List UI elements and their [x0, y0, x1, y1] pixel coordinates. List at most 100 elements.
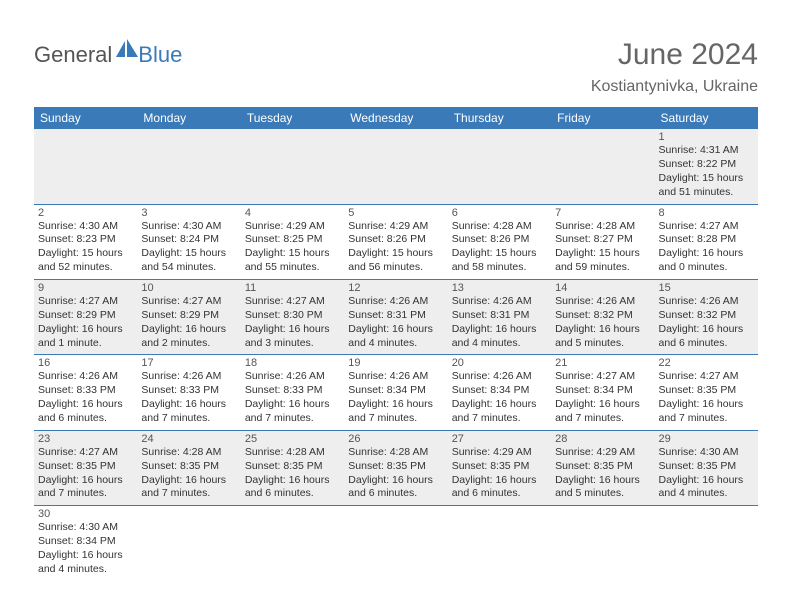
calendar-cell: 12Sunrise: 4:26 AMSunset: 8:31 PMDayligh…: [344, 279, 447, 354]
calendar-cell: 27Sunrise: 4:29 AMSunset: 8:35 PMDayligh…: [448, 430, 551, 505]
logo-sail-icon: [116, 39, 138, 60]
day-number: 12: [348, 282, 443, 294]
calendar-cell: 8Sunrise: 4:27 AMSunset: 8:28 PMDaylight…: [655, 204, 758, 279]
day-details: Sunrise: 4:27 AMSunset: 8:30 PMDaylight:…: [245, 295, 340, 350]
weekday-header: Thursday: [448, 107, 551, 129]
calendar-table: Sunday Monday Tuesday Wednesday Thursday…: [34, 107, 758, 581]
day-number: 24: [141, 433, 236, 445]
calendar-cell: [241, 129, 344, 204]
day-details: Sunrise: 4:26 AMSunset: 8:33 PMDaylight:…: [141, 370, 236, 425]
day-number: 26: [348, 433, 443, 445]
day-number: 27: [452, 433, 547, 445]
day-details: Sunrise: 4:30 AMSunset: 8:23 PMDaylight:…: [38, 220, 133, 275]
calendar-cell: [241, 506, 344, 581]
calendar-cell: 17Sunrise: 4:26 AMSunset: 8:33 PMDayligh…: [137, 355, 240, 430]
day-details: Sunrise: 4:27 AMSunset: 8:35 PMDaylight:…: [38, 446, 133, 501]
day-details: Sunrise: 4:29 AMSunset: 8:26 PMDaylight:…: [348, 220, 443, 275]
calendar-cell: 23Sunrise: 4:27 AMSunset: 8:35 PMDayligh…: [34, 430, 137, 505]
day-number: 3: [141, 207, 236, 219]
logo-text-general: General: [34, 42, 112, 68]
weekday-header: Tuesday: [241, 107, 344, 129]
day-details: Sunrise: 4:28 AMSunset: 8:26 PMDaylight:…: [452, 220, 547, 275]
day-number: 4: [245, 207, 340, 219]
calendar-cell: 1Sunrise: 4:31 AMSunset: 8:22 PMDaylight…: [655, 129, 758, 204]
day-details: Sunrise: 4:29 AMSunset: 8:35 PMDaylight:…: [452, 446, 547, 501]
day-details: Sunrise: 4:27 AMSunset: 8:29 PMDaylight:…: [38, 295, 133, 350]
day-number: 22: [659, 357, 754, 369]
calendar-cell: 22Sunrise: 4:27 AMSunset: 8:35 PMDayligh…: [655, 355, 758, 430]
day-details: Sunrise: 4:28 AMSunset: 8:35 PMDaylight:…: [141, 446, 236, 501]
day-number: 18: [245, 357, 340, 369]
weekday-header: Saturday: [655, 107, 758, 129]
calendar-cell: 18Sunrise: 4:26 AMSunset: 8:33 PMDayligh…: [241, 355, 344, 430]
day-number: 20: [452, 357, 547, 369]
day-number: 30: [38, 508, 133, 520]
calendar-row: 2Sunrise: 4:30 AMSunset: 8:23 PMDaylight…: [34, 204, 758, 279]
day-number: 17: [141, 357, 236, 369]
calendar-row: 16Sunrise: 4:26 AMSunset: 8:33 PMDayligh…: [34, 355, 758, 430]
calendar-cell: 4Sunrise: 4:29 AMSunset: 8:25 PMDaylight…: [241, 204, 344, 279]
day-number: 2: [38, 207, 133, 219]
calendar-row: 30Sunrise: 4:30 AMSunset: 8:34 PMDayligh…: [34, 506, 758, 581]
weekday-header: Sunday: [34, 107, 137, 129]
location: Kostiantynivka, Ukraine: [591, 78, 758, 96]
weekday-header: Wednesday: [344, 107, 447, 129]
day-number: 11: [245, 282, 340, 294]
logo: General Blue: [34, 42, 182, 68]
day-details: Sunrise: 4:28 AMSunset: 8:35 PMDaylight:…: [348, 446, 443, 501]
day-details: Sunrise: 4:30 AMSunset: 8:35 PMDaylight:…: [659, 446, 754, 501]
day-number: 29: [659, 433, 754, 445]
calendar-cell: 26Sunrise: 4:28 AMSunset: 8:35 PMDayligh…: [344, 430, 447, 505]
day-details: Sunrise: 4:29 AMSunset: 8:25 PMDaylight:…: [245, 220, 340, 275]
calendar-cell: 6Sunrise: 4:28 AMSunset: 8:26 PMDaylight…: [448, 204, 551, 279]
day-details: Sunrise: 4:26 AMSunset: 8:32 PMDaylight:…: [659, 295, 754, 350]
day-details: Sunrise: 4:26 AMSunset: 8:34 PMDaylight:…: [452, 370, 547, 425]
header: June 2024 Kostiantynivka, Ukraine: [591, 38, 758, 96]
calendar-cell: [34, 129, 137, 204]
day-number: 25: [245, 433, 340, 445]
calendar-cell: 14Sunrise: 4:26 AMSunset: 8:32 PMDayligh…: [551, 279, 654, 354]
day-details: Sunrise: 4:26 AMSunset: 8:32 PMDaylight:…: [555, 295, 650, 350]
day-number: 5: [348, 207, 443, 219]
day-details: Sunrise: 4:27 AMSunset: 8:35 PMDaylight:…: [659, 370, 754, 425]
day-details: Sunrise: 4:26 AMSunset: 8:33 PMDaylight:…: [245, 370, 340, 425]
day-details: Sunrise: 4:26 AMSunset: 8:31 PMDaylight:…: [452, 295, 547, 350]
day-number: 7: [555, 207, 650, 219]
calendar-cell: 15Sunrise: 4:26 AMSunset: 8:32 PMDayligh…: [655, 279, 758, 354]
day-number: 6: [452, 207, 547, 219]
calendar-cell: 7Sunrise: 4:28 AMSunset: 8:27 PMDaylight…: [551, 204, 654, 279]
calendar-cell: 11Sunrise: 4:27 AMSunset: 8:30 PMDayligh…: [241, 279, 344, 354]
day-details: Sunrise: 4:29 AMSunset: 8:35 PMDaylight:…: [555, 446, 650, 501]
day-number: 10: [141, 282, 236, 294]
calendar-cell: 30Sunrise: 4:30 AMSunset: 8:34 PMDayligh…: [34, 506, 137, 581]
day-details: Sunrise: 4:26 AMSunset: 8:33 PMDaylight:…: [38, 370, 133, 425]
calendar-cell: 16Sunrise: 4:26 AMSunset: 8:33 PMDayligh…: [34, 355, 137, 430]
calendar-cell: 3Sunrise: 4:30 AMSunset: 8:24 PMDaylight…: [137, 204, 240, 279]
calendar-cell: [655, 506, 758, 581]
calendar-cell: [344, 129, 447, 204]
calendar-cell: 24Sunrise: 4:28 AMSunset: 8:35 PMDayligh…: [137, 430, 240, 505]
calendar-cell: [448, 506, 551, 581]
day-number: 14: [555, 282, 650, 294]
day-details: Sunrise: 4:26 AMSunset: 8:31 PMDaylight:…: [348, 295, 443, 350]
day-details: Sunrise: 4:30 AMSunset: 8:34 PMDaylight:…: [38, 521, 133, 576]
month-title: June 2024: [591, 38, 758, 72]
calendar-row: 1Sunrise: 4:31 AMSunset: 8:22 PMDaylight…: [34, 129, 758, 204]
day-number: 19: [348, 357, 443, 369]
calendar-cell: [551, 506, 654, 581]
calendar-cell: [137, 129, 240, 204]
weekday-header: Friday: [551, 107, 654, 129]
day-details: Sunrise: 4:31 AMSunset: 8:22 PMDaylight:…: [659, 144, 754, 199]
day-details: Sunrise: 4:26 AMSunset: 8:34 PMDaylight:…: [348, 370, 443, 425]
calendar-cell: 9Sunrise: 4:27 AMSunset: 8:29 PMDaylight…: [34, 279, 137, 354]
day-number: 16: [38, 357, 133, 369]
calendar-cell: 29Sunrise: 4:30 AMSunset: 8:35 PMDayligh…: [655, 430, 758, 505]
calendar-row: 23Sunrise: 4:27 AMSunset: 8:35 PMDayligh…: [34, 430, 758, 505]
calendar-row: 9Sunrise: 4:27 AMSunset: 8:29 PMDaylight…: [34, 279, 758, 354]
calendar-cell: 5Sunrise: 4:29 AMSunset: 8:26 PMDaylight…: [344, 204, 447, 279]
calendar-cell: [448, 129, 551, 204]
calendar-cell: [137, 506, 240, 581]
day-number: 8: [659, 207, 754, 219]
calendar-cell: 21Sunrise: 4:27 AMSunset: 8:34 PMDayligh…: [551, 355, 654, 430]
calendar-cell: [551, 129, 654, 204]
